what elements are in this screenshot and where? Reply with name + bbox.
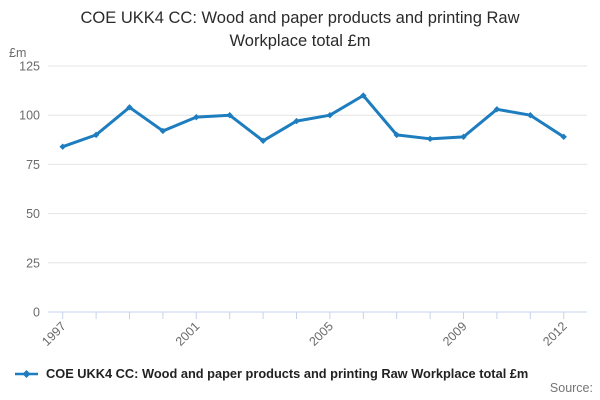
data-point-marker [426,135,434,143]
chart-title: COE UKK4 CC: Wood and paper products and… [80,9,520,51]
data-point-marker [527,112,534,119]
data-point-marker [493,106,501,113]
y-tick-label: 125 [19,60,40,74]
data-point-marker [360,92,367,99]
data-point-marker [393,131,400,139]
y-tick-label: 100 [19,109,40,123]
x-tick-label: 2009 [440,319,470,349]
y-tick-label: 50 [26,207,40,221]
y-tick-label: 25 [26,256,40,270]
y-axis-unit-label: £m [9,46,27,60]
data-point-marker [159,127,167,135]
y-tick-label: 0 [33,306,40,320]
legend-label: COE UKK4 CC: Wood and paper products and… [46,366,529,381]
data-point-marker [259,137,267,144]
data-point-marker [460,133,467,141]
data-point-marker [193,113,200,121]
y-tick-label: 75 [26,158,40,172]
series-line [61,94,566,149]
data-point-marker [59,143,66,150]
x-tick-label: 1997 [39,319,69,349]
legend-item[interactable]: COE UKK4 CC: Wood and paper products and… [14,366,528,381]
data-point-marker [326,112,334,119]
legend-line-marker-icon [15,369,38,378]
x-tick-label: 2005 [306,319,336,349]
data-point-marker [560,133,567,141]
data-point-marker [92,131,100,139]
x-tick-label: 2012 [540,319,570,349]
x-tick-label: 2001 [173,319,203,349]
source-label: Source: [549,381,593,395]
line-chart: 0 25 50 75 100 125 1997 2001 2005 2009 2012 [19,60,587,349]
data-point-marker [126,104,133,111]
data-point-marker [293,117,300,125]
data-point-marker [226,112,233,119]
